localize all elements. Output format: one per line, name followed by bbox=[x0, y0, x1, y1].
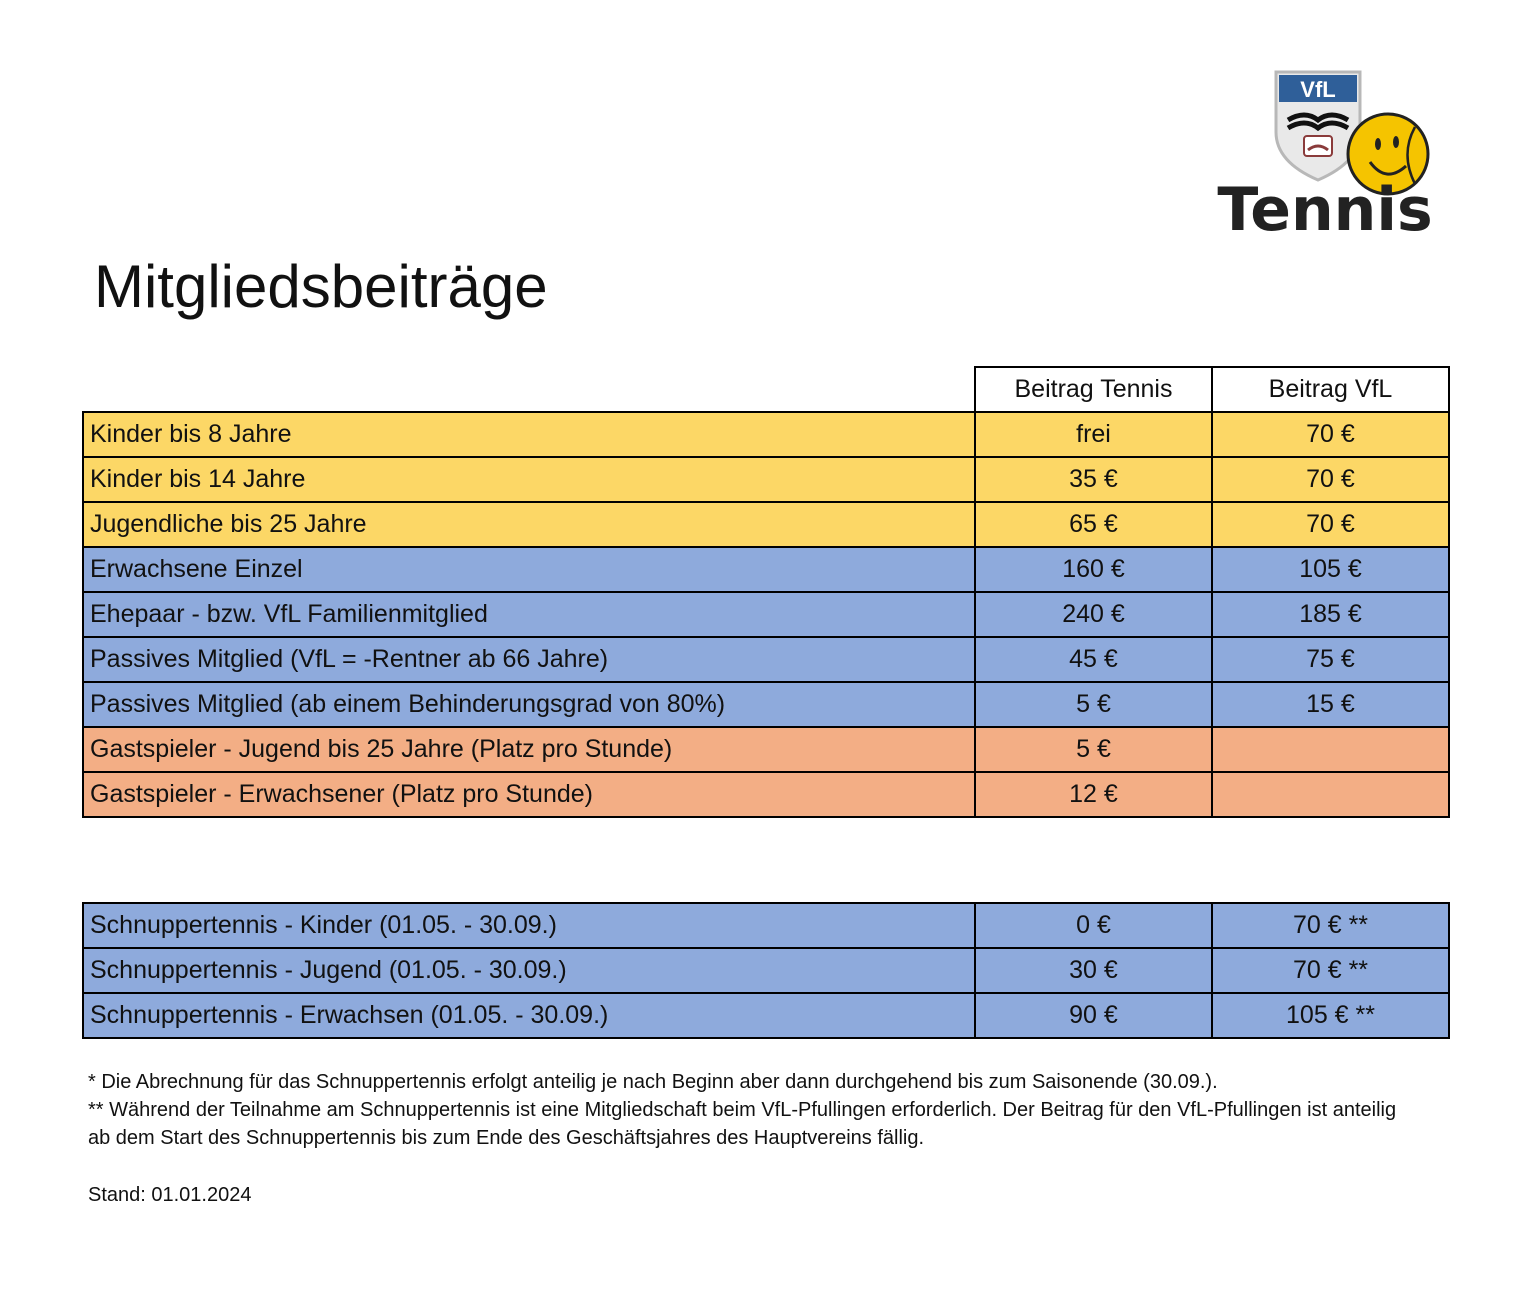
vfl-fee-cell: 105 € ** bbox=[1211, 992, 1450, 1039]
row-label: Erwachsene Einzel bbox=[82, 546, 976, 593]
tennis-fee-cell: 0 € bbox=[974, 902, 1213, 949]
vfl-fee-cell bbox=[1211, 726, 1450, 773]
row-label: Kinder bis 8 Jahre bbox=[82, 411, 976, 458]
tennis-fee-cell: frei bbox=[974, 411, 1213, 458]
table-row: Kinder bis 14 Jahre 35 € 70 € bbox=[82, 456, 1450, 503]
table-row: Passives Mitglied (VfL = -Rentner ab 66 … bbox=[82, 636, 1450, 683]
row-label: Passives Mitglied (VfL = -Rentner ab 66 … bbox=[82, 636, 976, 683]
footnote-billing: * Die Abrechnung für das Schnuppertennis… bbox=[88, 1071, 1218, 1093]
tennis-fee-cell: 12 € bbox=[974, 771, 1213, 818]
vfl-fee-cell: 70 € bbox=[1211, 456, 1450, 503]
table-row: Schnuppertennis - Jugend (01.05. - 30.09… bbox=[82, 947, 1450, 994]
logo-word: Tennis bbox=[1217, 175, 1432, 242]
tennis-fee-cell: 45 € bbox=[974, 636, 1213, 683]
vfl-fee-cell: 15 € bbox=[1211, 681, 1450, 728]
trial-tennis-table: Schnuppertennis - Kinder (01.05. - 30.09… bbox=[82, 902, 1450, 1039]
tennis-fee-cell: 5 € bbox=[974, 726, 1213, 773]
header-blank-cell bbox=[83, 367, 975, 413]
table-row: Gastspieler - Erwachsener (Platz pro Stu… bbox=[82, 771, 1450, 818]
header-tennis-fee: Beitrag Tennis bbox=[974, 366, 1213, 413]
tennis-fee-cell: 90 € bbox=[974, 992, 1213, 1039]
date-stamp: Stand: 01.01.2024 bbox=[88, 1184, 252, 1206]
row-label: Gastspieler - Jugend bis 25 Jahre (Platz… bbox=[82, 726, 976, 773]
header-vfl-fee: Beitrag VfL bbox=[1211, 366, 1450, 413]
tennis-fee-cell: 5 € bbox=[974, 681, 1213, 728]
tennis-fee-cell: 35 € bbox=[974, 456, 1213, 503]
row-label: Schnuppertennis - Jugend (01.05. - 30.09… bbox=[82, 947, 976, 994]
table-row: Passives Mitglied (ab einem Behinderungs… bbox=[82, 681, 1450, 728]
vfl-fee-cell: 185 € bbox=[1211, 591, 1450, 638]
footnotes: * Die Abrechnung für das Schnuppertennis… bbox=[88, 1068, 1408, 1152]
table-row: Erwachsene Einzel 160 € 105 € bbox=[82, 546, 1450, 593]
row-label: Kinder bis 14 Jahre bbox=[82, 456, 976, 503]
table-row: Gastspieler - Jugend bis 25 Jahre (Platz… bbox=[82, 726, 1450, 773]
tennis-fee-cell: 30 € bbox=[974, 947, 1213, 994]
tennis-fee-cell: 160 € bbox=[974, 546, 1213, 593]
row-label: Schnuppertennis - Erwachsen (01.05. - 30… bbox=[82, 992, 976, 1039]
row-label: Passives Mitglied (ab einem Behinderungs… bbox=[82, 681, 976, 728]
row-label: Ehepaar - bzw. VfL Familienmitglied bbox=[82, 591, 976, 638]
tennis-fee-cell: 65 € bbox=[974, 501, 1213, 548]
vfl-fee-cell: 105 € bbox=[1211, 546, 1450, 593]
table-row: Schnuppertennis - Erwachsen (01.05. - 30… bbox=[82, 992, 1450, 1039]
page-title: Mitgliedsbeiträge bbox=[94, 253, 548, 320]
vfl-fee-cell: 75 € bbox=[1211, 636, 1450, 683]
logo-graphic: VfL Tennis bbox=[1217, 70, 1433, 245]
vfl-fee-cell: 70 € ** bbox=[1211, 902, 1450, 949]
table-row: Ehepaar - bzw. VfL Familienmitglied 240 … bbox=[82, 591, 1450, 638]
table-row: Schnuppertennis - Kinder (01.05. - 30.09… bbox=[82, 902, 1450, 949]
row-label: Gastspieler - Erwachsener (Platz pro Stu… bbox=[82, 771, 976, 818]
table-row: Jugendliche bis 25 Jahre 65 € 70 € bbox=[82, 501, 1450, 548]
vfl-fee-cell: 70 € bbox=[1211, 501, 1450, 548]
vfl-fee-cell bbox=[1211, 771, 1450, 818]
vfl-fee-cell: 70 € bbox=[1211, 411, 1450, 458]
footnote-membership: ** Während der Teilnahme am Schnupperten… bbox=[88, 1099, 1397, 1149]
table-header-row: Beitrag Tennis Beitrag VfL bbox=[83, 366, 1450, 413]
table-row: Kinder bis 8 Jahre frei 70 € bbox=[82, 411, 1450, 458]
shield-text: VfL bbox=[1300, 77, 1335, 102]
tennis-fee-cell: 240 € bbox=[974, 591, 1213, 638]
row-label: Jugendliche bis 25 Jahre bbox=[82, 501, 976, 548]
vfl-fee-cell: 70 € ** bbox=[1211, 947, 1450, 994]
membership-fee-table: Beitrag Tennis Beitrag VfL Kinder bis 8 … bbox=[82, 366, 1450, 818]
vfl-tennis-logo: VfL Tennis bbox=[1210, 62, 1440, 245]
row-label: Schnuppertennis - Kinder (01.05. - 30.09… bbox=[82, 902, 976, 949]
